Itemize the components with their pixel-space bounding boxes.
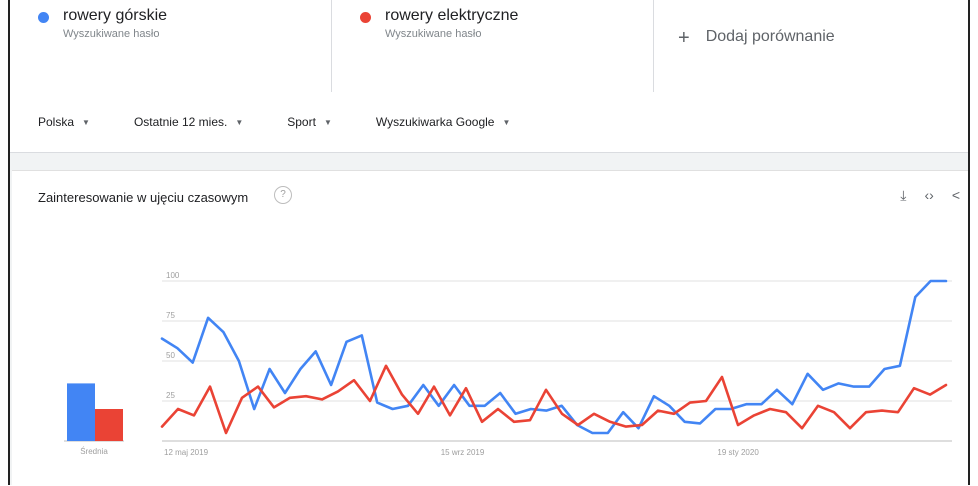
filter-bar: Polska ▼ Ostatnie 12 mies. ▼ Sport ▼ Wys… xyxy=(10,92,968,153)
series-color-dot-icon xyxy=(38,12,49,23)
embed-icon[interactable]: ‹› xyxy=(924,187,934,203)
dropdown-arrow-icon: ▼ xyxy=(323,117,332,127)
y-tick-label: 25 xyxy=(166,391,175,400)
filter-label: Sport xyxy=(287,115,316,129)
x-tick-label: 15 wrz 2019 xyxy=(441,448,485,457)
filter-label: Ostatnie 12 mies. xyxy=(133,115,228,129)
filter-region[interactable]: Polska ▼ xyxy=(38,115,90,129)
term-card-1[interactable]: rowery górskie Wyszukiwane hasło xyxy=(10,0,332,92)
series-line-1 xyxy=(160,279,948,435)
dropdown-arrow-icon: ▼ xyxy=(502,117,511,127)
dropdown-arrow-icon: ▼ xyxy=(82,117,90,127)
filter-search-type[interactable]: Wyszukiwarka Google ▼ xyxy=(376,115,511,129)
card-title: Zainteresowanie w ujęciu czasowym xyxy=(38,190,249,205)
filter-time-range[interactable]: Ostatnie 12 mies. ▼ xyxy=(134,115,243,129)
trends-page: rowery górskie Wyszukiwane hasło rowery … xyxy=(8,0,970,486)
filter-label: Wyszukiwarka Google xyxy=(375,115,495,129)
interest-over-time-card: Zainteresowanie w ujęciu czasowym ? ⤓ ‹›… xyxy=(12,170,968,486)
filter-category[interactable]: Sport ▼ xyxy=(287,115,332,129)
x-tick-label: 19 sty 2020 xyxy=(717,448,759,457)
add-comparison-label: Dodaj porównanie xyxy=(705,28,835,45)
average-label: Średnia xyxy=(80,447,108,456)
y-tick-label: 50 xyxy=(166,351,175,360)
term-name: rowery górskie xyxy=(63,7,168,24)
line-chart: 100 75 50 25 12 maj 2019 15 wrz 2019 19 sty 20… xyxy=(64,271,952,457)
term-card-2[interactable]: rowery elektryczne Wyszukiwane hasło xyxy=(332,0,654,92)
term-name: rowery elektryczne xyxy=(385,7,519,24)
help-icon[interactable]: ? xyxy=(274,186,292,204)
term-type: Wyszukiwane hasło xyxy=(385,28,482,40)
plus-icon: + xyxy=(678,27,690,49)
add-comparison-button[interactable]: + Dodaj porównanie xyxy=(654,0,968,92)
average-bar-2 xyxy=(95,409,123,441)
term-type: Wyszukiwane hasło xyxy=(63,28,160,40)
filter-label: Polska xyxy=(38,115,75,129)
series-line-2 xyxy=(160,364,948,435)
series-color-dot-icon xyxy=(360,12,371,23)
dropdown-arrow-icon: ▼ xyxy=(235,117,244,127)
y-tick-label: 75 xyxy=(166,311,175,320)
x-tick-label: 12 maj 2019 xyxy=(164,448,209,457)
card-actions: ⤓ ‹› < xyxy=(900,187,960,204)
y-tick-label: 100 xyxy=(166,271,180,280)
share-icon[interactable]: < xyxy=(951,187,960,203)
average-bar-1 xyxy=(67,383,95,441)
download-icon[interactable]: ⤓ xyxy=(900,187,907,203)
comparison-terms: rowery górskie Wyszukiwane hasło rowery … xyxy=(10,0,968,93)
